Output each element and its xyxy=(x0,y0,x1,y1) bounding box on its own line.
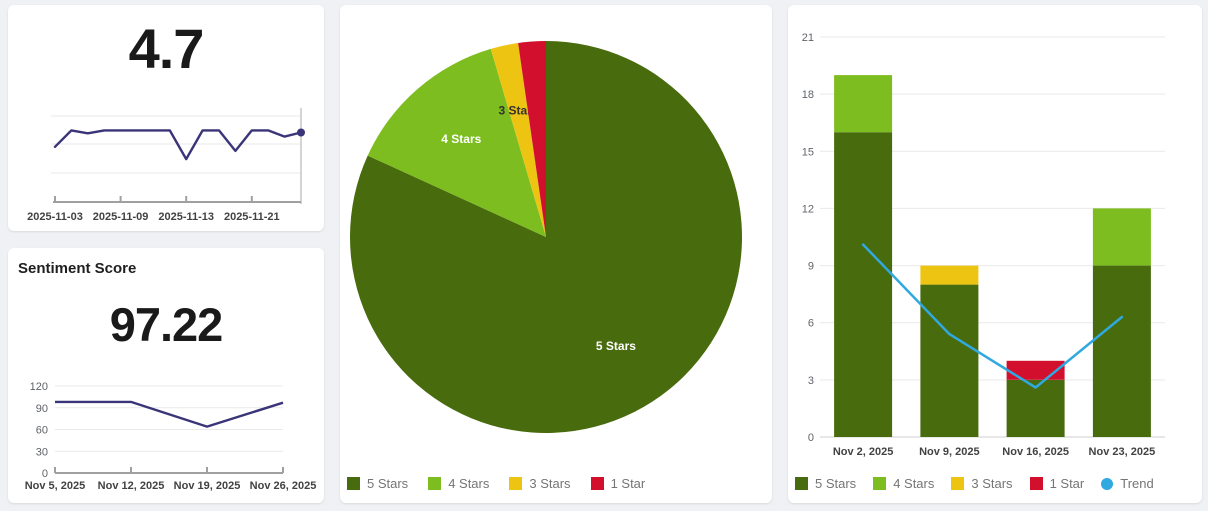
rating-trend-line xyxy=(53,129,303,161)
legend-label: Trend xyxy=(1120,476,1154,491)
sentiment-score-value: 97.22 xyxy=(109,298,224,351)
legend-item-3-stars: 3 Stars xyxy=(951,476,1013,491)
trend-line xyxy=(861,243,1124,389)
y-axis-label: 18 xyxy=(802,89,814,101)
rating-sparkline-chart[interactable]: 2025-11-03 2025-11-09 2025-11-13 2025-11-21 xyxy=(8,5,324,231)
last-point-dot xyxy=(297,128,305,137)
weekly-ratings-bar-chart[interactable]: 0 3 6 9 12 15 18 21 Nov 2, 2025 Nov 9, 2025 Nov 16… xyxy=(788,5,1202,475)
x-axis-label: 2025-11-21 xyxy=(224,211,280,223)
y-axis-label: 90 xyxy=(36,403,48,415)
bar-segment-5-stars[interactable] xyxy=(1006,379,1065,437)
x-axis-label: Nov 2, 2025 xyxy=(833,446,894,458)
x-axis-label: Nov 12, 2025 xyxy=(98,480,165,492)
y-axis-label: 21 xyxy=(802,32,814,44)
pie-slice-label: 5 Stars xyxy=(596,339,636,353)
rating-value: 4.7 xyxy=(128,17,205,80)
pie-legend: 5 Stars 4 Stars 3 Stars 1 Star xyxy=(347,476,645,491)
sentiment-line-chart[interactable]: 0 30 60 90 120 Nov 5, 2025 Nov 12, 2025 Nov 19,… xyxy=(8,248,324,503)
x-axis-label: Nov 9, 2025 xyxy=(919,446,980,458)
legend-label: 1 Star xyxy=(1049,476,1085,491)
bar-segment-5-stars[interactable] xyxy=(1092,265,1151,437)
rating-scorecard-card: 4.7 2025-11-03 2025-11-09 2025-11-13 2025-1… xyxy=(8,5,324,231)
legend-square-swatch xyxy=(1029,477,1043,490)
weekly-ratings-card: 0 3 6 9 12 15 18 21 Nov 2, 2025 Nov 9, 2025 Nov 16… xyxy=(788,5,1202,503)
legend-label: 4 Stars xyxy=(893,476,935,491)
legend-square-swatch xyxy=(590,477,604,490)
bar-legend: 5 Stars 4 Stars 3 Stars 1 Star Trend xyxy=(795,476,1154,491)
rating-distribution-card: 5 Stars 4 Stars 3 Stars 5 Stars 4 Stars 3 St… xyxy=(340,5,772,503)
legend-square-swatch xyxy=(951,477,965,490)
sentiment-score-card: Sentiment Score 97.22 0 30 60 90 120 Nov 5, 2… xyxy=(8,248,324,503)
x-axis-label: Nov 16, 2025 xyxy=(1002,446,1069,458)
y-axis-label: 15 xyxy=(802,146,814,158)
x-axis-label: 2025-11-03 xyxy=(27,211,83,223)
y-axis-label: 60 xyxy=(36,425,48,437)
bar-segment-5-stars[interactable] xyxy=(920,284,979,437)
legend-item-4-stars: 4 Stars xyxy=(873,476,934,491)
y-axis-label: 0 xyxy=(808,432,814,444)
pie-slice-label: 4 Stars xyxy=(441,132,481,146)
legend-label: 4 Stars xyxy=(448,476,490,491)
bar-segment-5-stars[interactable] xyxy=(834,132,893,437)
legend-square-swatch xyxy=(509,477,523,490)
pie-slice-3-stars[interactable] xyxy=(490,43,546,237)
legend-label: 5 Stars xyxy=(367,476,409,491)
legend-item-1-star: 1 Star xyxy=(1029,476,1085,491)
legend-label: 1 Star xyxy=(610,476,646,491)
legend-item-1-star: 1 Star xyxy=(590,476,646,491)
y-axis-label: 30 xyxy=(36,446,48,458)
legend-circle-swatch xyxy=(1101,477,1114,490)
bar-segment-3-stars[interactable] xyxy=(920,265,979,285)
legend-item-3-stars: 3 Stars xyxy=(509,476,571,491)
legend-item-5-stars: 5 Stars xyxy=(347,476,408,491)
x-axis-label: Nov 26, 2025 xyxy=(250,480,317,492)
pie-slice-5-stars[interactable] xyxy=(349,41,742,433)
sentiment-line xyxy=(55,400,284,428)
y-axis-label: 120 xyxy=(30,381,48,393)
y-axis-label: 12 xyxy=(802,203,814,215)
legend-square-swatch xyxy=(428,477,442,490)
legend-square-swatch xyxy=(873,477,887,490)
bar-segment-4-stars[interactable] xyxy=(1092,208,1151,266)
x-axis-label: Nov 23, 2025 xyxy=(1089,446,1156,458)
legend-item-trend: Trend xyxy=(1101,476,1154,491)
legend-item-5-stars: 5 Stars xyxy=(795,476,856,491)
pie-slice-1-star[interactable] xyxy=(518,41,546,237)
legend-label: 5 Stars xyxy=(815,476,857,491)
x-axis-label: 2025-11-09 xyxy=(93,211,149,223)
x-axis-label: Nov 5, 2025 xyxy=(25,480,86,492)
legend-square-swatch xyxy=(795,477,808,490)
bar-segment-4-stars[interactable] xyxy=(834,75,893,133)
legend-square-swatch xyxy=(347,477,360,490)
y-axis-label: 6 xyxy=(808,318,814,330)
y-axis-label: 0 xyxy=(42,468,48,480)
x-axis-label: Nov 19, 2025 xyxy=(174,480,241,492)
legend-label: 3 Stars xyxy=(529,476,571,491)
y-axis-label: 3 xyxy=(808,375,814,387)
x-axis-label: 2025-11-13 xyxy=(158,211,214,223)
sentiment-score-title: Sentiment Score xyxy=(18,260,137,277)
y-axis-label: 9 xyxy=(808,261,814,273)
pie-slice-4-stars[interactable] xyxy=(367,48,546,238)
legend-label: 3 Stars xyxy=(971,476,1013,491)
legend-item-4-stars: 4 Stars xyxy=(428,476,489,491)
